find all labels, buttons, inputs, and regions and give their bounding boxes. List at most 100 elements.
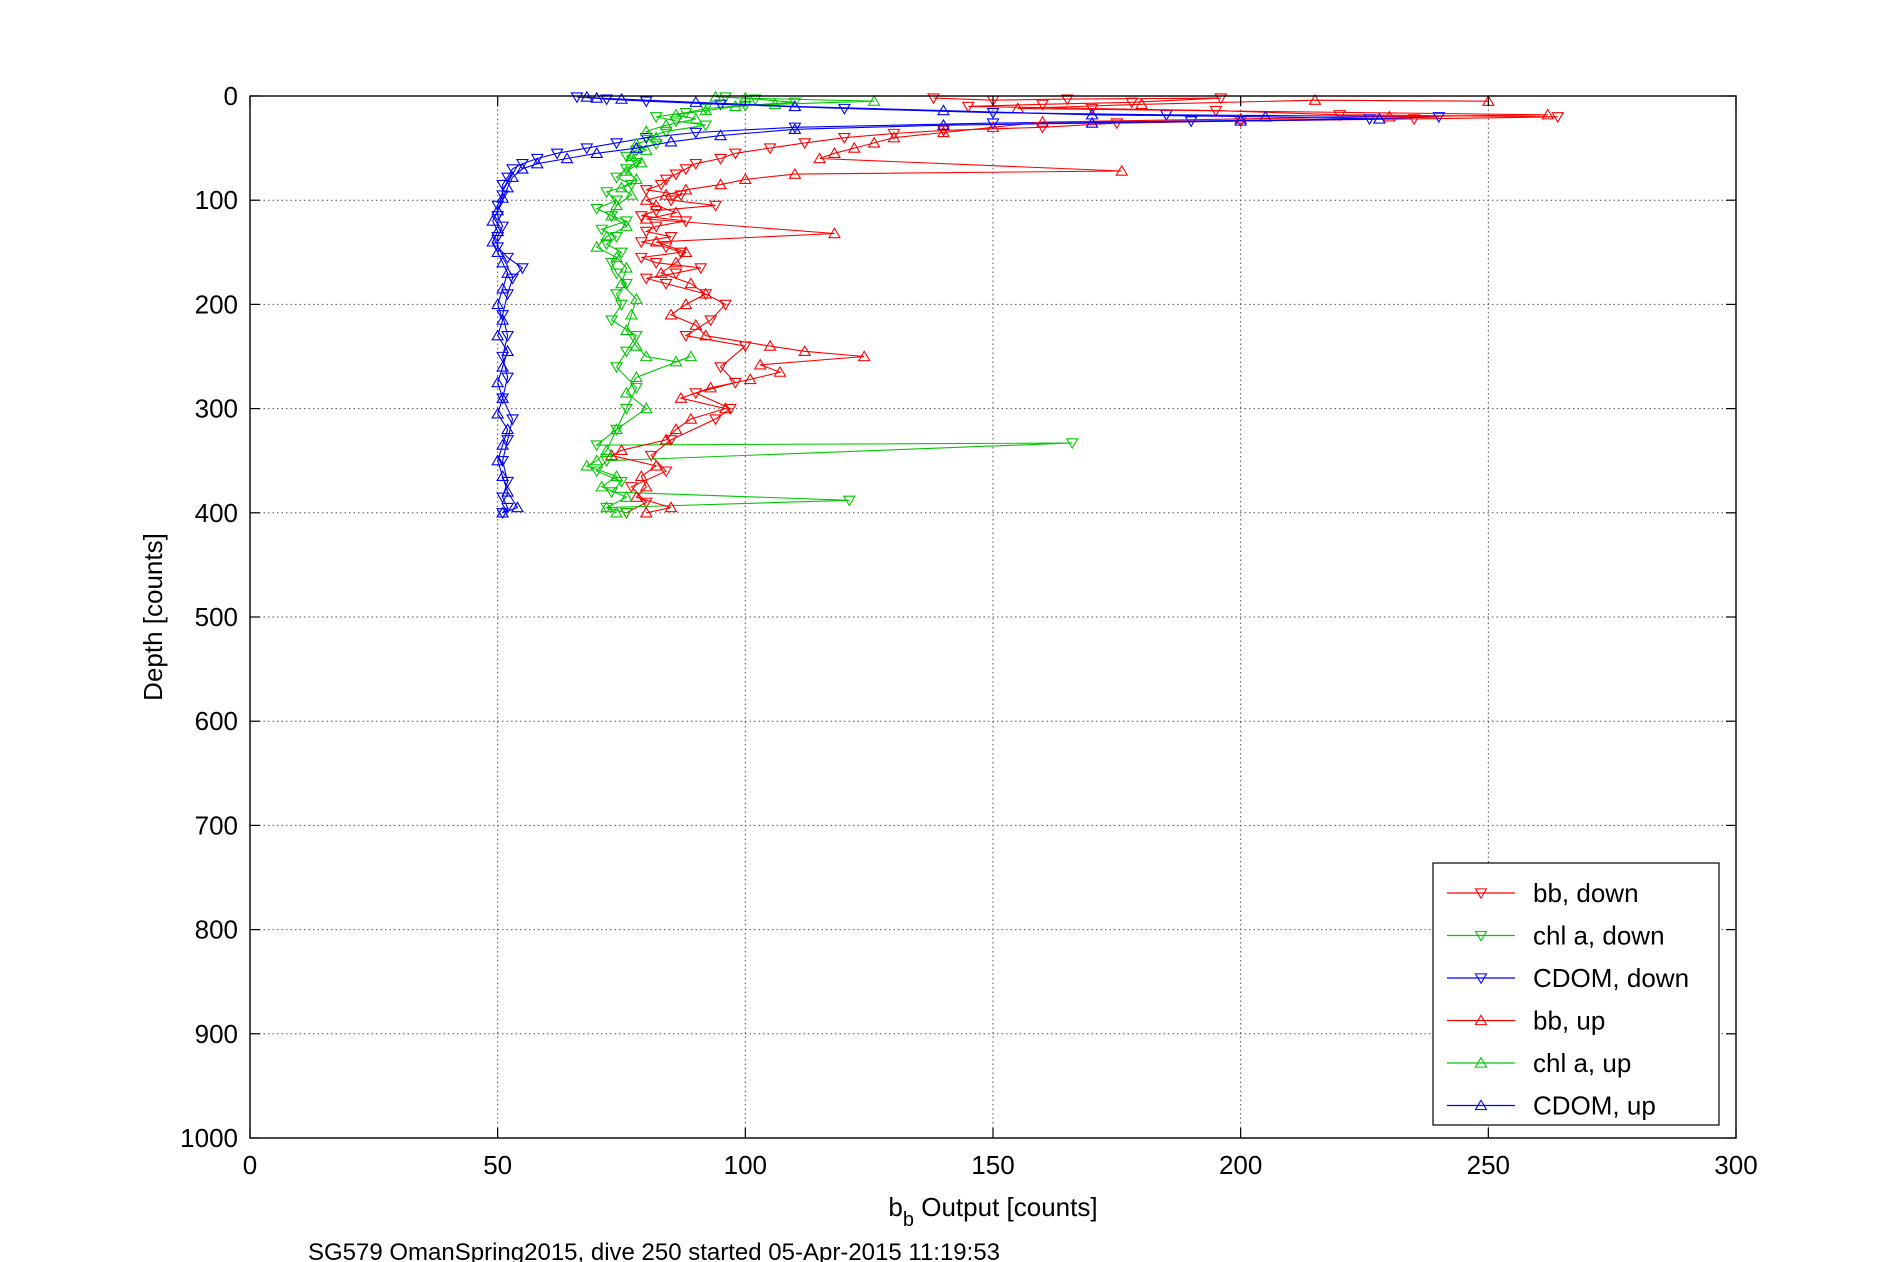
data-point xyxy=(728,148,742,160)
data-point xyxy=(1432,112,1446,124)
data-point xyxy=(679,330,693,342)
data-point xyxy=(639,350,653,362)
legend-box xyxy=(1432,862,1720,1126)
data-point xyxy=(847,141,861,153)
data-point xyxy=(615,299,628,311)
legend-label: bb, down xyxy=(1533,878,1639,908)
data-point xyxy=(496,221,510,233)
data-point xyxy=(664,435,678,447)
data-point xyxy=(669,423,683,435)
data-point xyxy=(619,278,633,290)
data-point xyxy=(600,239,614,251)
data-point xyxy=(590,440,604,452)
data-point xyxy=(570,92,584,104)
data-point xyxy=(714,129,728,141)
data-point xyxy=(714,178,728,190)
y-tick-label: 400 xyxy=(195,498,238,528)
data-point xyxy=(986,118,1000,130)
data-point xyxy=(560,152,574,164)
data-point xyxy=(828,147,841,158)
data-point xyxy=(1115,164,1129,176)
y-tick-label: 0 xyxy=(224,81,238,111)
data-point xyxy=(496,506,510,518)
data-point xyxy=(496,393,510,405)
data-point xyxy=(496,310,510,322)
x-tick-label: 0 xyxy=(243,1150,257,1180)
data-point xyxy=(719,402,732,414)
data-point xyxy=(600,456,614,468)
data-point xyxy=(590,203,604,215)
data-point xyxy=(634,156,648,168)
legend-marker xyxy=(1474,973,1488,985)
data-point xyxy=(619,216,633,228)
data-point xyxy=(501,289,515,301)
legend-marker xyxy=(1474,1056,1488,1068)
data-point xyxy=(669,206,683,218)
series-line xyxy=(626,97,1558,514)
data-point xyxy=(580,459,594,471)
legend-label: CDOM, down xyxy=(1533,963,1689,993)
data-point xyxy=(654,266,668,278)
data-point xyxy=(511,501,524,513)
axis-ticks xyxy=(249,95,1737,1139)
data-point xyxy=(615,247,628,259)
data-point xyxy=(659,126,673,138)
legend-marker xyxy=(1474,1014,1488,1026)
data-point xyxy=(624,150,638,162)
data-point xyxy=(659,278,673,290)
data-point xyxy=(684,350,698,362)
data-point xyxy=(486,214,500,226)
data-point xyxy=(496,391,510,403)
data-point xyxy=(619,508,633,520)
data-point xyxy=(610,251,624,263)
x-axis-label-rest: Output [counts] xyxy=(914,1192,1098,1222)
data-point xyxy=(610,172,624,184)
data-point xyxy=(664,135,678,147)
data-point xyxy=(496,256,510,268)
data-point xyxy=(664,231,678,243)
data-point xyxy=(639,506,653,518)
data-point xyxy=(610,362,624,374)
data-point xyxy=(1407,114,1421,126)
data-point xyxy=(600,230,614,242)
data-point xyxy=(491,225,505,237)
data-point xyxy=(501,372,515,384)
axis-tick-labels: 0 50 100 150 200 250 300 0 100 200 300 400 500 600 700… xyxy=(180,81,1758,1180)
data-point xyxy=(610,506,624,518)
data-point xyxy=(699,120,713,132)
data-point xyxy=(491,245,505,257)
data-point xyxy=(629,330,643,342)
series-5 xyxy=(486,90,1386,518)
series-line xyxy=(492,96,1380,514)
y-tick-label: 200 xyxy=(195,289,238,319)
data-point xyxy=(679,245,693,257)
series-4 xyxy=(580,90,881,518)
data-point xyxy=(634,211,648,223)
data-point xyxy=(986,107,1000,119)
legend-marker xyxy=(1474,888,1488,900)
data-point xyxy=(699,287,713,299)
data-point xyxy=(595,480,609,492)
data-point xyxy=(684,412,698,424)
data-point xyxy=(867,94,881,106)
data-point xyxy=(664,501,678,513)
y-tick-label: 300 xyxy=(195,394,238,424)
data-point xyxy=(615,443,628,455)
data-point xyxy=(530,157,544,169)
data-point xyxy=(753,358,767,370)
data-point xyxy=(719,299,732,311)
data-point xyxy=(600,94,614,106)
data-point xyxy=(1382,110,1396,122)
data-point xyxy=(605,258,619,270)
data-point xyxy=(738,173,752,185)
data-point xyxy=(629,145,643,157)
data-point xyxy=(639,212,653,224)
data-point xyxy=(927,93,941,105)
data-point xyxy=(763,339,777,351)
data-point xyxy=(629,371,643,383)
data-point xyxy=(629,292,643,304)
data-point xyxy=(1085,116,1099,128)
series-3 xyxy=(605,93,1555,518)
y-tick-label: 600 xyxy=(195,706,238,736)
x-tick-label: 250 xyxy=(1467,1150,1510,1180)
